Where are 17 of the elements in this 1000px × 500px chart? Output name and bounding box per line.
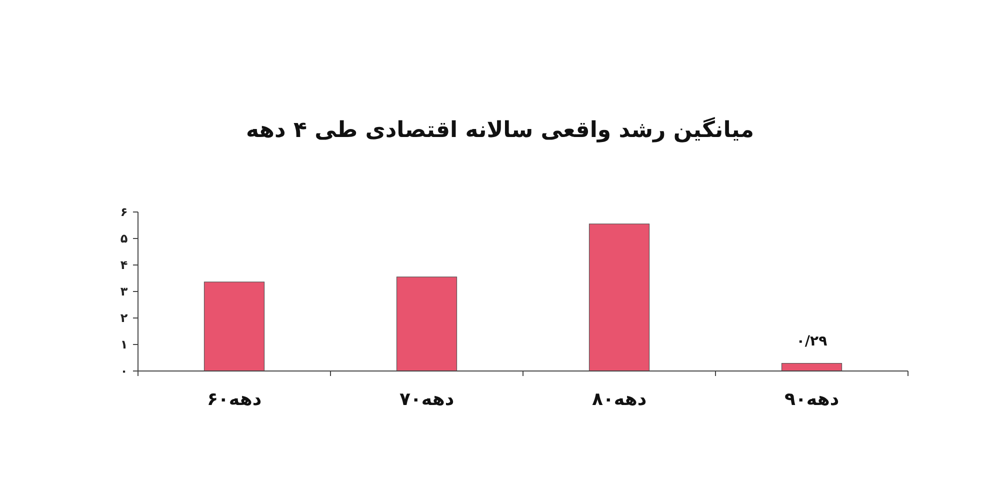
bar	[396, 276, 458, 372]
y-tick-label: ۱	[120, 338, 128, 352]
y-tick-label: ۴	[120, 258, 128, 272]
y-tick-label: ۲	[120, 311, 128, 325]
bar	[204, 282, 265, 372]
x-tick-label: دهه۸۰	[592, 389, 647, 410]
chart-title: میانگین رشد واقعی سالانه اقتصادی طی ۴ دهه	[246, 116, 754, 143]
bar	[781, 363, 842, 372]
y-tick-label: ۰	[120, 364, 128, 378]
y-tick-label: ۳	[120, 284, 128, 298]
y-tick-label: ۵	[120, 232, 128, 246]
data-label: ۰/۲۹	[796, 333, 828, 350]
x-tick-label: دهه۷۰	[399, 389, 454, 410]
y-tick-label: ۶	[120, 205, 128, 219]
x-tick-label: دهه۹۰	[784, 389, 840, 410]
bar	[588, 224, 650, 372]
x-tick-label: دهه۶۰	[206, 389, 262, 410]
